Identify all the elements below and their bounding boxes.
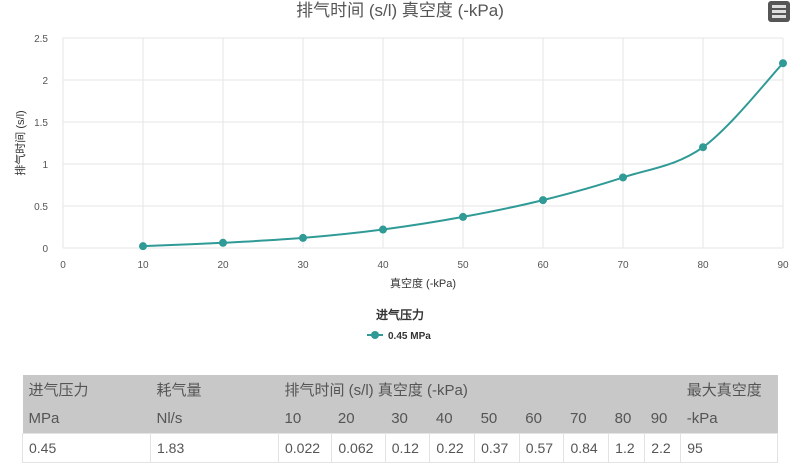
x-tick-label: 80 — [697, 260, 709, 271]
x-tick-label: 90 — [777, 260, 789, 271]
table-cell: 0.22 — [429, 433, 476, 463]
x-tick-label: 70 — [617, 260, 629, 271]
legend-item: 0.45 MPa — [388, 331, 431, 342]
header-exhaust-time: 排气时间 (s/l) 真空度 (-kPa) — [278, 375, 681, 404]
y-tick-label: 0 — [42, 244, 48, 255]
data-point — [299, 233, 307, 242]
series-line — [142, 62, 784, 248]
header-max-vacuum: 最大真空度 — [680, 375, 778, 404]
table-cell: 0.12 — [384, 433, 431, 463]
hamburger-icon[interactable] — [768, 1, 790, 22]
x-tick-label: 50 — [457, 260, 469, 271]
x-axis-label: 真空度 (-kPa) — [390, 276, 456, 290]
y-tick-label: 2 — [42, 76, 48, 87]
header-row-2: MPa Nl/s 10 20 30 40 50 60 70 80 90 -kPa — [22, 404, 778, 434]
table-cell: 1.2 — [608, 433, 646, 463]
y-axis-label: 排气时间 (s/l) — [13, 110, 27, 175]
y-tick-label: 1 — [42, 160, 48, 171]
table-cell: 0.45 — [22, 433, 151, 463]
data-point — [219, 238, 227, 247]
subheader-cell: 50 — [474, 404, 520, 434]
y-tick-label: 2.5 — [34, 34, 48, 45]
data-point — [459, 212, 467, 221]
legend-marker — [371, 331, 379, 339]
data-table: 进气压力 耗气量 排气时间 (s/l) 真空度 (-kPa) 最大真空度 MPa… — [22, 375, 778, 463]
subheader-cell: 60 — [519, 404, 564, 434]
x-tick-label: 30 — [297, 260, 309, 271]
x-tick-label: 20 — [217, 260, 229, 271]
x-tick-label: 10 — [137, 260, 149, 271]
table-cell: 2.2 — [644, 433, 682, 463]
subheader-cell: 80 — [608, 404, 645, 434]
subheader-cell: 10 — [278, 404, 332, 434]
table-cell: 0.022 — [277, 433, 333, 463]
subheader-cell: 40 — [429, 404, 475, 434]
chart-title: 排气时间 (s/l) 真空度 (-kPa) — [296, 1, 504, 20]
data-point — [139, 242, 147, 251]
x-tick-label: 60 — [537, 260, 549, 271]
data-point — [619, 173, 627, 182]
header-row-1: 进气压力 耗气量 排气时间 (s/l) 真空度 (-kPa) 最大真空度 — [22, 375, 778, 404]
y-tick-label: 0.5 — [34, 202, 48, 213]
table-cell: 1.83 — [150, 433, 279, 463]
subheader-cell: 20 — [331, 404, 386, 434]
subheader-cell: MPa — [22, 404, 151, 434]
subheader-cell: 30 — [385, 404, 430, 434]
table-cell: 0.84 — [563, 433, 610, 463]
subheader-cell: Nl/s — [150, 404, 279, 434]
data-point — [379, 225, 387, 234]
legend-title: 进气压力 — [376, 307, 424, 322]
table-row: 0.45 1.83 0.022 0.062 0.12 0.22 0.37 0.57 0.84 1.… — [22, 433, 778, 463]
table-cell: 0.062 — [331, 433, 386, 463]
subheader-cell: 90 — [644, 404, 681, 434]
line-chart: 排气时间 (s/l) 真空度 (-kPa) 0 0.5 1 1.5 2 2.5 0 10 20 30… — [13, 1, 789, 342]
x-tick-label: 40 — [377, 260, 389, 271]
table-cell: 0.37 — [474, 433, 520, 463]
data-point — [779, 59, 787, 68]
data-point — [539, 196, 547, 205]
x-tick-label: 0 — [60, 260, 66, 271]
header-pressure: 进气压力 — [22, 375, 151, 404]
subheader-cell: -kPa — [680, 404, 778, 434]
data-point — [699, 143, 707, 152]
subheader-cell: 70 — [563, 404, 609, 434]
y-tick-label: 1.5 — [34, 118, 48, 129]
table-cell: 0.57 — [518, 433, 565, 463]
table-cell: 95 — [680, 433, 778, 463]
header-consumption: 耗气量 — [150, 375, 279, 404]
